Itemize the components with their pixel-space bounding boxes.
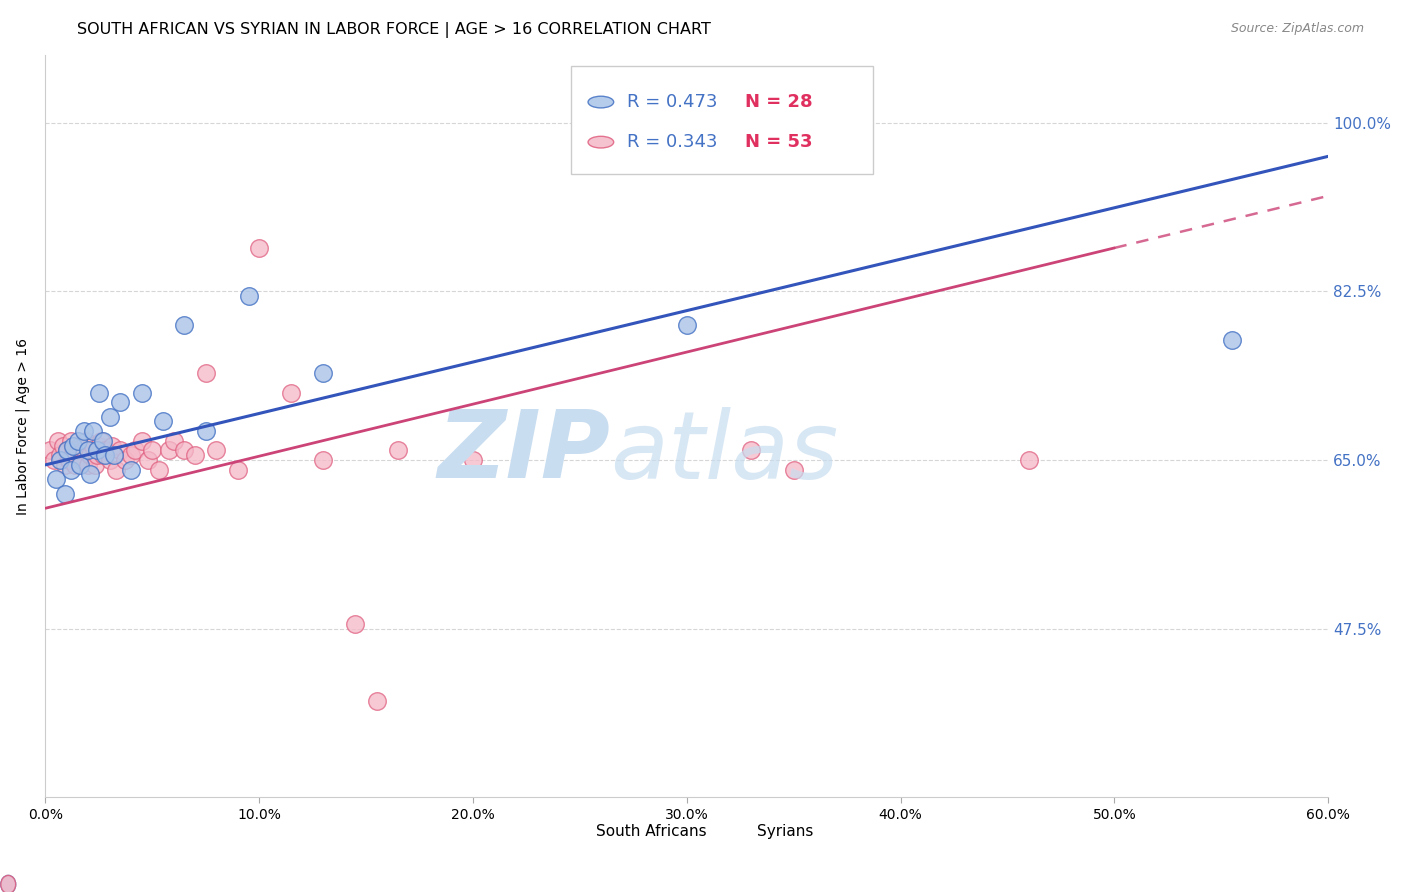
- Ellipse shape: [588, 136, 613, 148]
- Point: [69, 458, 91, 472]
- Point: [105, 463, 128, 477]
- Point: [56, 443, 79, 458]
- Point: [148, 463, 170, 477]
- Point: [312, 366, 335, 380]
- Point: [49, 453, 72, 467]
- Text: N = 53: N = 53: [745, 133, 813, 151]
- Point: [205, 443, 228, 458]
- Point: [66, 443, 89, 458]
- Point: [740, 443, 762, 458]
- Point: [53, 487, 76, 501]
- Point: [38, 443, 60, 458]
- Text: Source: ZipAtlas.com: Source: ZipAtlas.com: [1230, 22, 1364, 36]
- Point: [62, 439, 84, 453]
- Ellipse shape: [588, 96, 613, 108]
- Point: [45, 472, 67, 486]
- Point: [53, 458, 76, 472]
- Point: [163, 434, 186, 448]
- Point: [173, 318, 195, 332]
- Point: [58, 453, 80, 467]
- Point: [238, 289, 260, 303]
- Point: [159, 443, 181, 458]
- Point: [69, 439, 91, 453]
- Point: [86, 448, 108, 462]
- Point: [124, 443, 146, 458]
- Point: [79, 467, 101, 482]
- Point: [73, 424, 96, 438]
- Point: [131, 434, 153, 448]
- Text: R = 0.343: R = 0.343: [627, 133, 717, 151]
- Point: [66, 434, 89, 448]
- Point: [91, 448, 114, 462]
- Point: [114, 453, 136, 467]
- Point: [87, 439, 110, 453]
- Point: [136, 453, 159, 467]
- Point: [120, 463, 142, 477]
- Point: [75, 434, 97, 448]
- Point: [98, 409, 121, 424]
- Point: [141, 443, 163, 458]
- Point: [82, 424, 104, 438]
- Point: [87, 385, 110, 400]
- Point: [110, 443, 132, 458]
- Point: [94, 448, 117, 462]
- Point: [65, 458, 87, 472]
- Text: SOUTH AFRICAN VS SYRIAN IN LABOR FORCE | AGE > 16 CORRELATION CHART: SOUTH AFRICAN VS SYRIAN IN LABOR FORCE |…: [77, 22, 711, 38]
- Point: [60, 434, 83, 448]
- Point: [77, 443, 100, 458]
- Point: [77, 458, 100, 472]
- Point: [52, 439, 75, 453]
- Y-axis label: In Labor Force | Age > 16: In Labor Force | Age > 16: [15, 338, 30, 515]
- Point: [194, 424, 217, 438]
- Point: [73, 443, 96, 458]
- FancyBboxPatch shape: [571, 66, 873, 174]
- Point: [42, 453, 65, 467]
- Point: [247, 241, 270, 255]
- Point: [91, 434, 114, 448]
- Point: [46, 434, 69, 448]
- Text: N = 28: N = 28: [745, 93, 813, 111]
- Point: [98, 453, 121, 467]
- Point: [173, 443, 195, 458]
- Point: [103, 448, 125, 462]
- Point: [461, 453, 484, 467]
- Point: [90, 434, 112, 448]
- Point: [60, 463, 83, 477]
- Point: [82, 439, 104, 453]
- Point: [120, 448, 142, 462]
- Text: R = 0.473: R = 0.473: [627, 93, 717, 111]
- Point: [70, 453, 93, 467]
- Point: [86, 443, 108, 458]
- Point: [94, 443, 117, 458]
- Point: [366, 694, 388, 708]
- Point: [1220, 333, 1243, 347]
- Point: [675, 318, 697, 332]
- Point: [226, 463, 249, 477]
- Point: [1018, 453, 1040, 467]
- Point: [131, 385, 153, 400]
- Legend: South Africans, Syrians: South Africans, Syrians: [554, 817, 820, 846]
- Point: [184, 448, 207, 462]
- Point: [280, 385, 302, 400]
- Point: [100, 439, 122, 453]
- Point: [312, 453, 335, 467]
- Point: [783, 463, 806, 477]
- Point: [79, 448, 101, 462]
- Text: ZIP: ZIP: [437, 406, 610, 499]
- Point: [62, 443, 84, 458]
- Point: [56, 443, 79, 458]
- Point: [344, 616, 367, 631]
- Point: [49, 448, 72, 462]
- Text: atlas: atlas: [610, 407, 838, 498]
- Point: [194, 366, 217, 380]
- Point: [387, 443, 409, 458]
- Point: [110, 395, 132, 409]
- Point: [152, 415, 174, 429]
- Point: [83, 458, 105, 472]
